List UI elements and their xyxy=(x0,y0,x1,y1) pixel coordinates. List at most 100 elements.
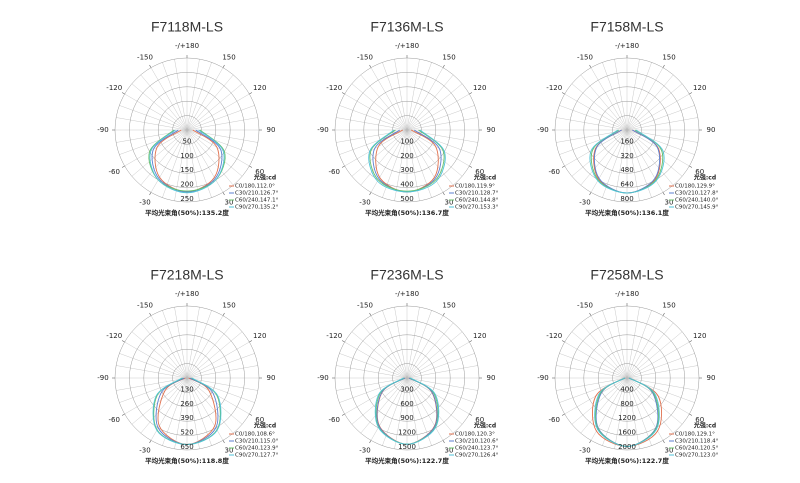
spoke xyxy=(186,129,200,201)
polar-chart: F7218M-LS -150 -/+180 150 -120 120 -90 90 -60 60 -… xyxy=(97,267,278,465)
angle-label: -60 xyxy=(109,416,120,424)
spoke xyxy=(556,377,628,391)
angle-tick xyxy=(442,440,445,444)
spoke xyxy=(186,67,224,131)
angle-tick xyxy=(469,340,473,343)
angle-label: 90 xyxy=(267,126,276,134)
angle-tick xyxy=(369,192,372,196)
spoke xyxy=(626,377,664,441)
legend-entry: C30/210,115.0° xyxy=(235,439,279,445)
angle-tick xyxy=(121,340,125,343)
spoke xyxy=(406,129,420,201)
angle-label: 30 xyxy=(665,199,674,207)
angle-label: 120 xyxy=(473,332,486,340)
angle-label: -60 xyxy=(549,416,560,424)
angle-tick xyxy=(369,64,372,68)
radial-label: 150 xyxy=(180,166,193,174)
radial-label: 250 xyxy=(180,195,193,203)
spoke xyxy=(626,307,640,379)
radial-grid xyxy=(597,100,657,160)
angle-label: 60 xyxy=(695,168,704,176)
angle-label: 120 xyxy=(693,332,706,340)
radial-grid xyxy=(392,363,422,393)
spoke xyxy=(186,377,243,425)
spoke xyxy=(186,129,250,167)
spoke xyxy=(564,93,628,131)
spoke xyxy=(370,377,408,441)
spoke xyxy=(556,365,628,379)
legend-entry: C90/270,127.7° xyxy=(235,453,279,459)
angle-tick xyxy=(222,440,225,444)
spoke xyxy=(119,105,188,131)
radial-grid xyxy=(377,100,437,160)
spoke xyxy=(626,67,664,131)
angle-label: -120 xyxy=(106,332,122,340)
angle-label: 150 xyxy=(662,301,675,309)
angle-label: 30 xyxy=(445,199,454,207)
angle-label: -90 xyxy=(537,126,548,134)
angle-tick xyxy=(442,312,445,316)
spoke xyxy=(116,377,188,391)
angle-label: -90 xyxy=(97,374,108,382)
intensity-curve xyxy=(151,129,223,193)
spoke xyxy=(336,129,408,143)
angle-label: -120 xyxy=(546,84,562,92)
spoke xyxy=(406,377,470,415)
spoke xyxy=(580,74,628,131)
radial-label: 650 xyxy=(180,443,193,451)
spoke xyxy=(559,105,628,131)
angle-tick xyxy=(149,312,152,316)
radial-label: 50 xyxy=(183,137,192,145)
spoke xyxy=(162,62,188,131)
angle-tick xyxy=(222,192,225,196)
radial-grid xyxy=(569,72,685,188)
spoke xyxy=(406,129,454,186)
spoke xyxy=(406,74,454,131)
legend-entry: C90/270,123.0° xyxy=(675,453,719,459)
spoke xyxy=(406,93,470,131)
radial-label: 130 xyxy=(180,385,193,393)
radial-grid xyxy=(157,348,217,408)
angle-tick xyxy=(149,440,152,444)
beam-angle-note: 平均光束角(50%):118.8度 xyxy=(145,456,229,465)
radial-label: 500 xyxy=(400,195,413,203)
spoke xyxy=(406,322,454,379)
spoke xyxy=(140,322,188,379)
angle-label: 90 xyxy=(487,374,496,382)
spoke xyxy=(580,129,628,186)
spoke xyxy=(406,59,420,131)
spoke xyxy=(626,310,652,379)
angle-tick xyxy=(689,413,693,416)
spoke xyxy=(556,117,628,131)
spoke xyxy=(626,117,698,131)
polar-chart: F7158M-LS -150 -/+180 150 -120 120 -90 90 -60 60 -… xyxy=(537,19,718,217)
polar-chart: F7236M-LS -150 -/+180 150 -120 120 -90 90 -60 60 -… xyxy=(317,267,498,465)
spoke xyxy=(406,353,475,379)
radial-label: 640 xyxy=(620,181,633,189)
angle-tick xyxy=(469,165,473,168)
angle-tick xyxy=(442,192,445,196)
spoke xyxy=(186,377,258,391)
spoke xyxy=(116,117,188,131)
spoke xyxy=(131,331,188,379)
polar-chart: F7258M-LS -150 -/+180 150 -120 120 -90 90 -60 60 -… xyxy=(537,267,718,465)
spoke xyxy=(124,341,188,379)
spoke xyxy=(406,129,470,167)
radial-label: 1500 xyxy=(398,443,416,451)
spoke xyxy=(590,67,628,131)
angle-label: 90 xyxy=(267,374,276,382)
spoke xyxy=(394,377,408,449)
legend-entry: C60/240,123.9° xyxy=(235,446,279,452)
angle-tick xyxy=(689,165,693,168)
angle-label: 150 xyxy=(442,301,455,309)
legend-entry: C60/240,147.1° xyxy=(235,198,279,204)
spoke xyxy=(140,129,188,186)
radial-label: 390 xyxy=(180,414,193,422)
angle-label: -90 xyxy=(97,126,108,134)
radial-label: 1600 xyxy=(618,429,636,437)
spoke xyxy=(370,315,408,379)
angle-label: -/+180 xyxy=(615,42,639,50)
angle-label: 150 xyxy=(442,53,455,61)
chart-title: F7258M-LS xyxy=(590,267,663,283)
spoke xyxy=(186,377,200,449)
